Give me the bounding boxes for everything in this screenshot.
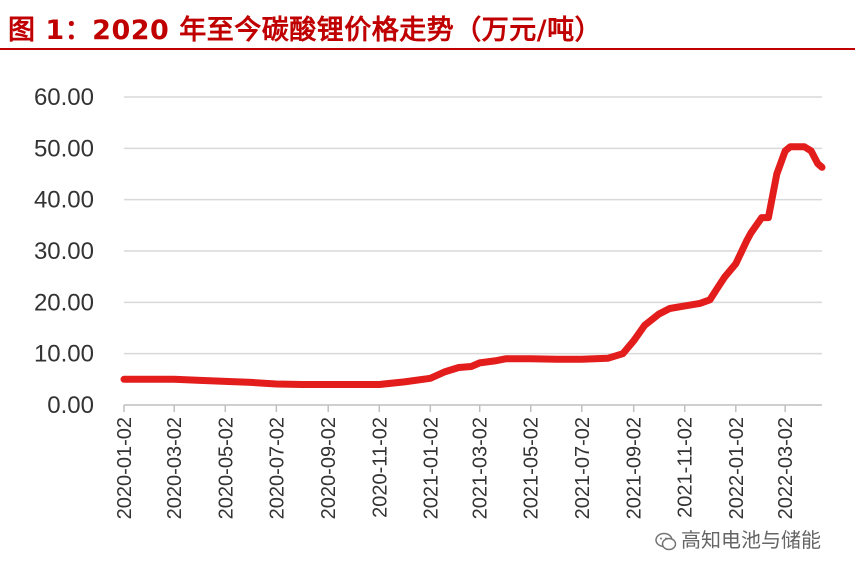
y-tick-label: 50.00: [34, 135, 94, 162]
y-tick-label: 60.00: [34, 84, 94, 111]
x-tick-label: 2021-11-02: [675, 417, 697, 518]
y-tick-label: 30.00: [34, 238, 94, 265]
watermark: 高知电池与储能: [655, 524, 821, 553]
x-tick-label: 2021-03-02: [470, 417, 492, 519]
y-tick-label: 10.00: [34, 341, 94, 368]
plot-area: [120, 143, 826, 388]
wechat-icon: [655, 532, 677, 550]
x-tick-label: 2020-03-02: [164, 417, 186, 519]
x-tick-label: 2022-03-02: [775, 417, 797, 519]
x-tick-label: 2021-07-02: [572, 417, 594, 519]
x-tick-label: 2020-01-02: [114, 417, 136, 519]
x-tick-label: 2021-09-02: [624, 417, 646, 519]
watermark-text: 高知电池与储能: [681, 528, 821, 552]
x-tick-label: 2021-05-02: [521, 417, 543, 519]
x-tick-label: 2021-01-02: [420, 417, 442, 519]
x-tick-label: 2020-05-02: [215, 417, 237, 519]
title-rule: [0, 48, 855, 50]
y-axis-labels: 0.00 10.00 20.00 30.00 40.00 50.00 60.00: [34, 84, 94, 419]
x-tick-label: 2020-11-02: [369, 417, 391, 518]
price-series-line: [120, 143, 826, 388]
y-tick-label: 40.00: [34, 187, 94, 214]
x-tick-label: 2020-09-02: [318, 417, 340, 519]
x-tick-label: 2022-01-02: [726, 417, 748, 519]
gridlines: [124, 96, 822, 355]
y-tick-label: 20.00: [34, 289, 94, 316]
y-tick-label: 0.00: [47, 392, 94, 419]
chart-title: 图 1：2020 年至今碳酸锂价格走势（万元/吨）: [8, 15, 603, 46]
x-axis: 2020-01-02 2020-03-02 2020-05-02 2020-07-02…: [114, 404, 822, 519]
x-tick-label: 2020-07-02: [266, 417, 288, 519]
